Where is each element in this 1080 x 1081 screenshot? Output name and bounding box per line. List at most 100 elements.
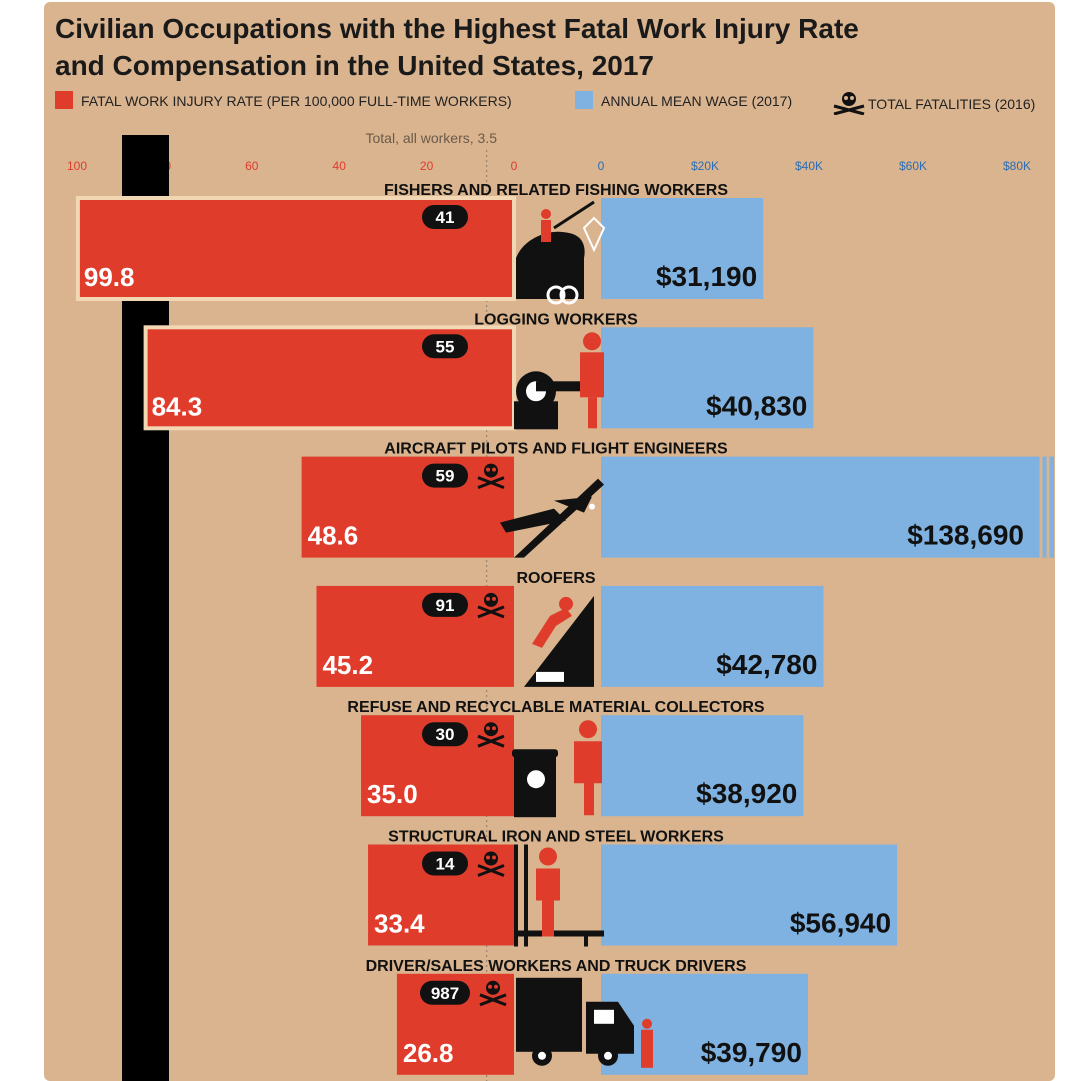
rate-bar (316, 585, 514, 687)
wage-bar (601, 327, 814, 429)
fatalities-value-label: 55 (436, 337, 455, 356)
collector-head (579, 720, 597, 739)
fatalities-pill (422, 463, 468, 488)
occupation-row: FISHERS AND RELATED FISHING WORKERS 99.8 $… (75, 182, 764, 305)
fisher-figure (541, 220, 551, 242)
skull-eye (486, 467, 490, 472)
legend-fatalities-label: TOTAL FATALITIES (2016) (868, 96, 1036, 112)
skull-shape (486, 980, 500, 995)
recycling-bin-worker-icon (512, 720, 602, 818)
logger-body (580, 352, 604, 398)
wage-bar (601, 715, 804, 817)
legend-rate-swatch (55, 91, 73, 109)
skull-crossbones-icon (479, 980, 507, 1007)
reference-label: Total, all workers, 3.5 (366, 130, 498, 146)
rate-value-label: 26.8 (403, 1038, 454, 1068)
roofer-figure (532, 607, 572, 648)
category-label: STRUCTURAL IRON AND STEEL WORKERS (388, 829, 724, 846)
category-label: REFUSE AND RECYCLABLE MATERIAL COLLECTOR… (347, 699, 765, 716)
rate-tick-label: 0 (511, 159, 518, 173)
boat-wheel (559, 285, 579, 305)
fatalities-pill (420, 980, 470, 1005)
worker-body (536, 868, 560, 937)
crossbones-shape (479, 993, 507, 1007)
legend-rate-label: FATAL WORK INJURY RATE (PER 100,000 FULL… (81, 93, 512, 109)
fatalities-value-label: 91 (436, 596, 455, 615)
boat-hull (516, 231, 585, 299)
worker-head (539, 847, 557, 866)
fatalities-pill (422, 592, 468, 617)
rate-value-label: 84.3 (152, 391, 203, 421)
crossbones-shape (477, 864, 505, 877)
legend-fatalities: TOTAL FATALITIES (2016) (832, 91, 1036, 116)
steel-column (584, 930, 588, 947)
rate-tick-label: 40 (333, 159, 347, 173)
wage-bar (601, 456, 1054, 558)
skull-eye (486, 596, 490, 601)
occupation-row: STRUCTURAL IRON AND STEEL WORKERS 33.4 $56… (368, 829, 898, 947)
category-label: FISHERS AND RELATED FISHING WORKERS (384, 182, 728, 199)
fisher-head (541, 209, 551, 219)
wage-value-label: $138,690 (907, 520, 1024, 551)
title-line-2: and Compensation in the United States, 2… (55, 50, 655, 81)
truck-hub (604, 1051, 612, 1060)
steel-column (514, 844, 518, 947)
logger-leg (588, 397, 597, 429)
truck-hub (538, 1051, 546, 1060)
wage-tick-label: $80K (1003, 159, 1031, 173)
rate-bar (301, 456, 514, 558)
skull-eye (492, 855, 496, 860)
fatalities-pill (422, 851, 468, 876)
occupation-row: LOGGING WORKERS 84.3 $40,830 55 (143, 311, 814, 431)
chainsaw-bar (536, 381, 582, 392)
skull-eye (492, 596, 496, 601)
rate-tick-label: 60 (245, 159, 259, 173)
fishing-rod (553, 200, 595, 230)
roof-vent (536, 671, 564, 682)
rate-value-label: 48.6 (308, 521, 359, 551)
wage-tick-label: $40K (795, 159, 823, 173)
rate-value-label: 33.4 (374, 909, 425, 939)
title-line-1: Civilian Occupations with the Highest Fa… (55, 13, 859, 44)
fatalities-value-label: 41 (436, 208, 455, 227)
skull-crossbones-icon (477, 722, 505, 748)
plane-wing (554, 496, 592, 513)
skull-shape (484, 722, 498, 737)
driver-head (642, 1018, 652, 1029)
roofer-head (559, 596, 573, 611)
category-label: LOGGING WORKERS (474, 311, 638, 328)
chainsaw-worker-icon (514, 332, 604, 430)
wage-bar (601, 585, 824, 687)
bin-lid (512, 749, 558, 758)
fishing-boat-icon (516, 200, 606, 305)
skull-crossbones-icon (477, 592, 505, 619)
fatalities-value-label: 59 (436, 467, 455, 486)
rate-value-label: 35.0 (367, 779, 418, 809)
wage-tick-label: $20K (691, 159, 719, 173)
truck-box (516, 977, 582, 1052)
wage-bar (601, 844, 898, 946)
fatalities-value-label: 987 (431, 984, 459, 1003)
fatalities-pill (422, 205, 468, 229)
occupation-row: REFUSE AND RECYCLABLE MATERIAL COLLECTOR… (347, 699, 804, 818)
airplane-icon (500, 478, 604, 558)
wage-value-label: $39,790 (701, 1037, 802, 1068)
fatalities-value-label: 14 (436, 855, 455, 874)
crossbones-shape (477, 734, 505, 748)
wage-value-label: $31,190 (656, 261, 757, 292)
wage-tick-label: $60K (899, 159, 927, 173)
rate-value-label: 45.2 (322, 650, 373, 680)
boat-wheel (546, 285, 566, 305)
truck-icon (516, 977, 653, 1068)
wage-tick-label: 0 (598, 159, 605, 173)
wage-value-label: $42,780 (716, 649, 817, 680)
skull-shape (484, 592, 498, 607)
skull-eye (494, 984, 498, 989)
roofer-icon (524, 595, 594, 687)
skull-eye (488, 984, 492, 989)
chart-title: Civilian Occupations with the Highest Fa… (55, 10, 1055, 84)
steel-beam (514, 930, 604, 937)
category-label: AIRCRAFT PILOTS AND FLIGHT ENGINEERS (384, 441, 728, 458)
skull-crossbones-icon (833, 92, 865, 116)
